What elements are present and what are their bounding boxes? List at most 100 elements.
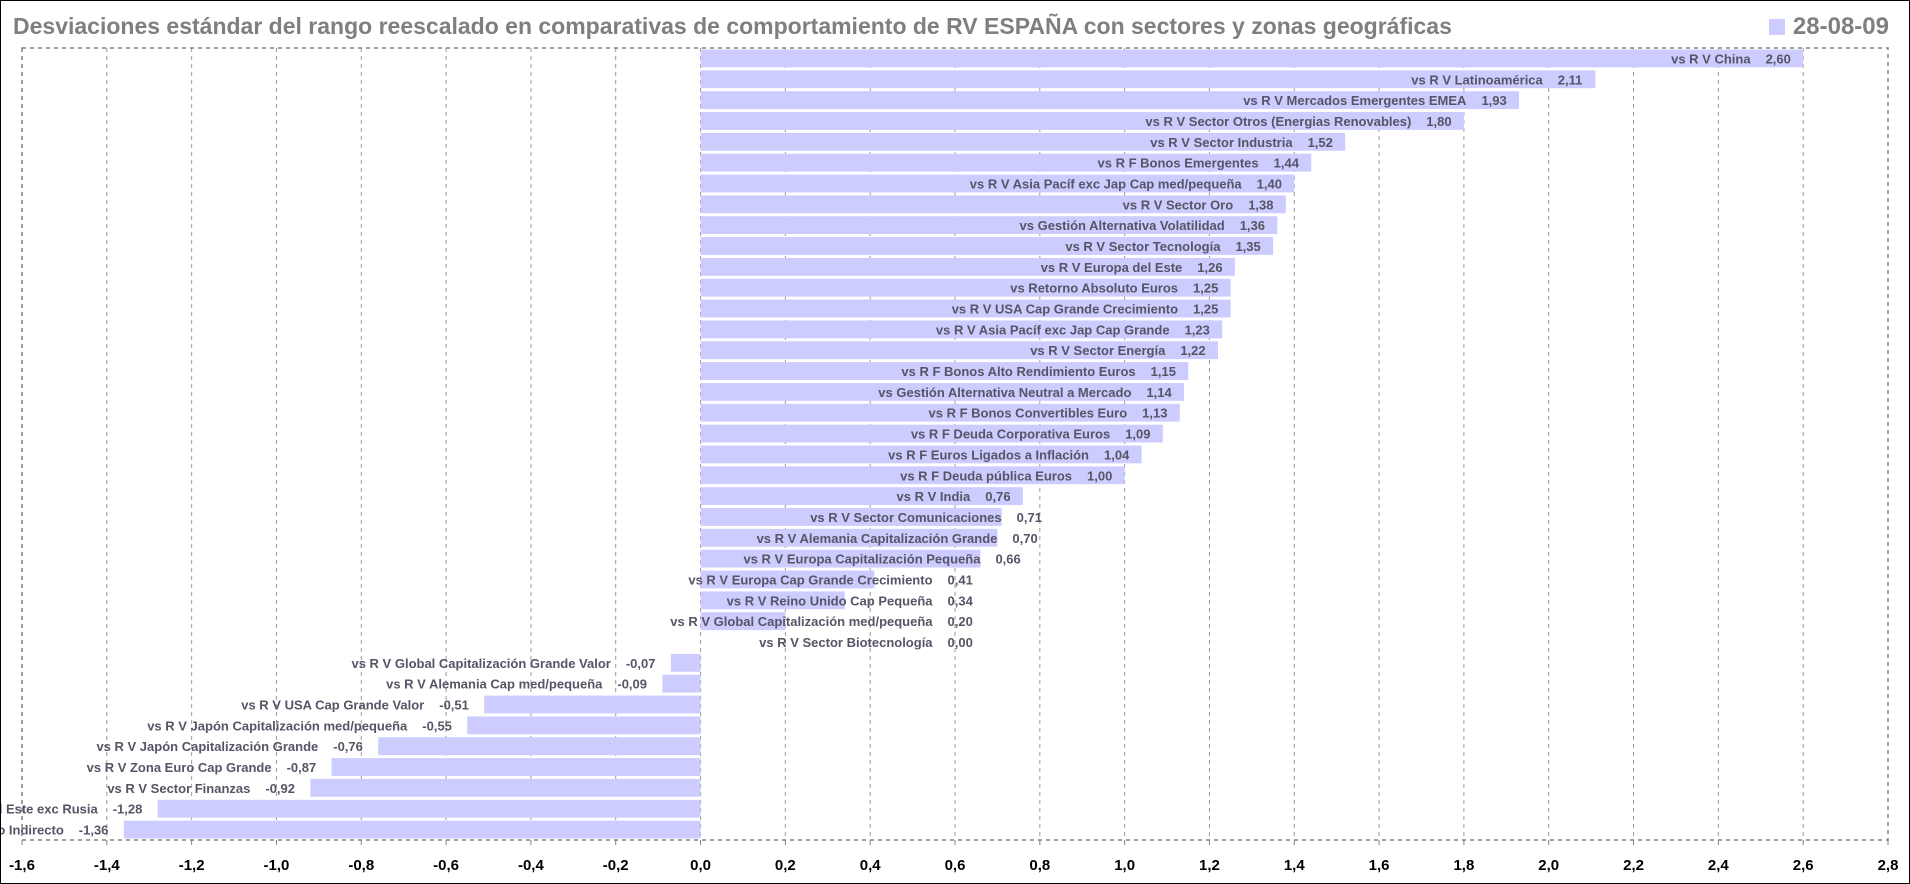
bar: [700, 195, 1286, 214]
bar: [700, 257, 1235, 276]
tick-label: 0,2: [775, 857, 796, 874]
tick-label: 1,4: [1284, 857, 1306, 874]
chart-title: Desviaciones estándar del rango reescala…: [13, 13, 1452, 39]
bar-category-label: vs R V Sector Comunicaciones: [810, 510, 1001, 525]
tick-label: 2,0: [1538, 857, 1559, 874]
bar-value-label: -0,51: [439, 698, 469, 713]
bar: [700, 112, 1464, 130]
bar: [700, 549, 981, 568]
bar: [700, 216, 1278, 235]
tick-label: 0,0: [690, 857, 711, 874]
bar-value-label: 1,44: [1274, 156, 1300, 171]
bar-value-label: 1,25: [1193, 281, 1218, 296]
bar-value-label: 1,26: [1197, 260, 1222, 275]
bar-category-label: vs R V Global Capitalización med/pequeña: [670, 614, 933, 629]
bar-value-label: 1,09: [1125, 427, 1150, 442]
bar-category-label: vs R V Sector Finanzas: [107, 781, 250, 796]
bar: [700, 132, 1346, 151]
bar-category-label: vs R V Reino Unido Cap Pequeña: [727, 593, 934, 608]
bar-category-label: vs R V India: [897, 489, 971, 504]
bar-category-label: vs R V Sector Biotecnología: [759, 635, 933, 650]
bar-value-label: 0,00: [948, 635, 973, 650]
bar-category-label: vs R F Bonos Convertibles Euro: [929, 406, 1128, 421]
legend-label: 28-08-09: [1792, 13, 1889, 40]
bar: [700, 612, 786, 631]
bar: [700, 237, 1274, 255]
bar-category-label: vs R V Europa Capitalización Pequeña: [743, 552, 981, 567]
tick-label: 2,2: [1623, 857, 1644, 874]
tick-label: -0,4: [518, 857, 545, 874]
bar: [700, 487, 1023, 506]
bar-value-label: 1,23: [1185, 322, 1210, 337]
tick-label: -1,0: [264, 857, 290, 874]
tick-label: -0,2: [603, 857, 629, 874]
bar: [700, 49, 1804, 68]
bar-value-label: 1,13: [1142, 406, 1167, 421]
bar-category-label: vs R F Euros Ligados a Inflación: [888, 447, 1089, 462]
bar-category-label: vs R V Alemania Capitalización Grande: [757, 531, 998, 546]
tick-label: 1,0: [1114, 857, 1135, 874]
legend-swatch: [1768, 19, 1785, 35]
bar-category-label: vs R V Sector Inmobiliario Indirecto: [1, 823, 64, 838]
bar: [123, 820, 701, 839]
bar-value-label: 2,60: [1766, 51, 1791, 66]
tick-label: -0,8: [348, 857, 374, 874]
bar-value-label: 1,00: [1087, 468, 1112, 483]
bar-category-label: vs R V Japón Capitalización med/pequeña: [147, 718, 408, 733]
bar-value-label: 2,11: [1558, 72, 1583, 87]
bar-category-label: vs R V Global Capitalización Grande Valo…: [351, 656, 610, 671]
bar: [700, 591, 845, 610]
bar-category-label: vs R V Japón Capitalización Grande: [96, 739, 318, 754]
bar: [700, 570, 875, 589]
bar: [700, 70, 1596, 89]
bar: [157, 799, 701, 818]
bar-category-label: vs R V China: [1671, 51, 1751, 66]
bar-category-label: vs R V USA Cap Grande Crecimiento: [952, 302, 1178, 317]
bar: [700, 466, 1125, 485]
bar-value-label: 0,20: [948, 614, 973, 629]
bar: [310, 778, 701, 797]
tick-label: 0,6: [945, 857, 966, 874]
bars: [123, 49, 1804, 839]
bar: [700, 424, 1163, 443]
bar-value-label: 1,93: [1481, 93, 1506, 108]
tick-label: 0,4: [860, 857, 882, 874]
bar-value-label: 1,15: [1151, 364, 1176, 379]
bar-category-label: vs R V Alemania Cap med/pequeña: [386, 677, 603, 692]
bar: [700, 528, 998, 547]
bar-value-label: 0,71: [1017, 510, 1042, 525]
bar-category-label: vs R V Europa del Este exc Rusia: [1, 802, 98, 817]
bar-value-label: 1,80: [1426, 114, 1451, 129]
bar-value-label: 0,76: [985, 489, 1010, 504]
bar-value-label: 1,35: [1235, 239, 1260, 254]
bar: [700, 382, 1185, 401]
bar: [467, 716, 701, 735]
bar: [331, 758, 701, 776]
bar: [700, 174, 1295, 193]
tick-label: 0,8: [1029, 857, 1050, 874]
bar-category-label: vs R F Deuda pública Euros: [900, 468, 1072, 483]
bar-category-label: vs R V USA Cap Grande Valor: [241, 698, 424, 713]
tick-label: 1,8: [1453, 857, 1474, 874]
bar-value-label: -1,28: [113, 802, 143, 817]
bar-value-label: 1,22: [1180, 343, 1205, 358]
bar-value-label: -0,87: [287, 760, 317, 775]
bar-value-label: 0,41: [948, 572, 973, 587]
bar-category-label: vs R F Bonos Alto Rendimiento Euros: [901, 364, 1135, 379]
bar-value-label: 1,38: [1248, 197, 1273, 212]
bar-category-label: vs R V Sector Tecnología: [1065, 239, 1221, 254]
bar: [700, 91, 1520, 110]
bar-category-label: vs R V Zona Euro Cap Grande: [87, 760, 272, 775]
tick-label: 1,2: [1199, 857, 1220, 874]
bar-value-label: 1,36: [1240, 218, 1265, 233]
bar: [700, 320, 1223, 339]
bar: [662, 674, 701, 693]
tick-label: 1,6: [1369, 857, 1390, 874]
bar-value-label: 0,34: [948, 593, 974, 608]
bar-value-label: 1,04: [1104, 447, 1130, 462]
tick-label: 2,6: [1793, 857, 1814, 874]
bar-category-label: vs R V Europa del Este: [1041, 260, 1183, 275]
tick-label: -1,4: [94, 857, 121, 874]
bar-category-label: vs R F Bonos Emergentes: [1098, 156, 1259, 171]
